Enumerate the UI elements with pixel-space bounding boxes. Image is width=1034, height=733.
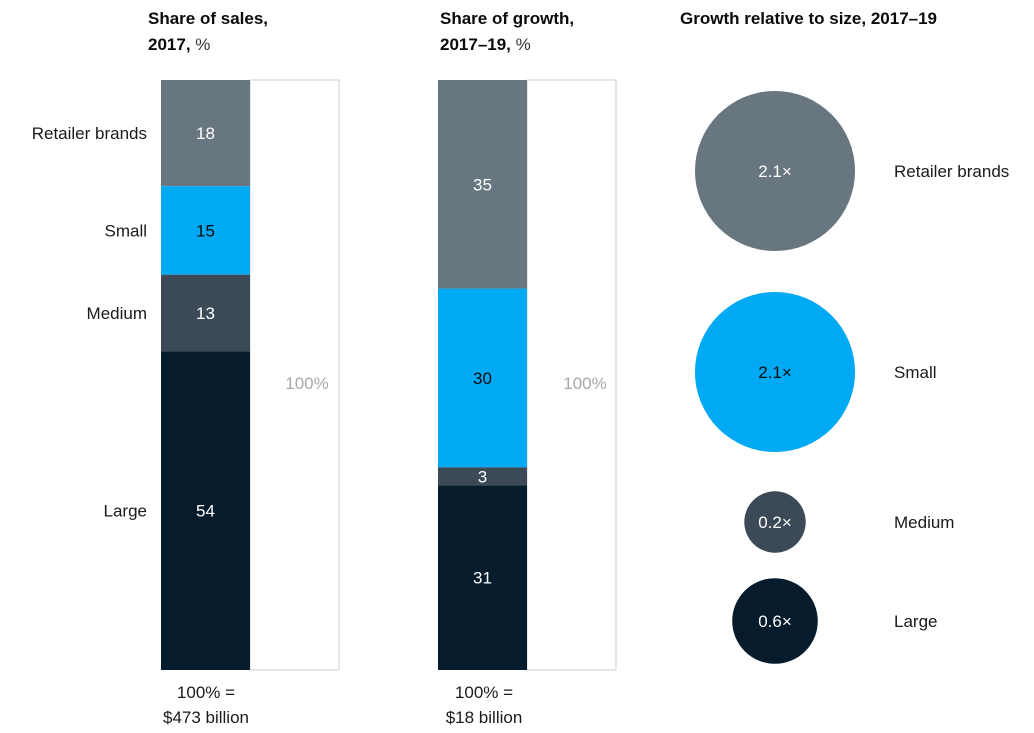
sales-total-label: 100%	[285, 374, 328, 393]
bubble-medium	[744, 491, 806, 553]
sales-title-year: 2017,	[148, 35, 191, 54]
bubble-retailer-brands	[694, 90, 856, 252]
growth-segment-retailer-brands	[438, 80, 527, 289]
bubble-small	[694, 291, 856, 453]
sales-value-small: 15	[196, 221, 215, 240]
sales-segment-retailer-brands	[161, 80, 250, 187]
growth-footnote-line1: 100% =	[455, 683, 513, 702]
sales-stacked-bar: 18 15 13 54	[161, 80, 250, 670]
bubble-label-medium: Medium	[894, 513, 954, 532]
bubble-large	[732, 578, 818, 664]
category-label-large: Large	[104, 502, 147, 521]
growth-stacked-bar: 35 30 3 31	[438, 80, 527, 670]
growth-segment-small	[438, 288, 527, 468]
growth-segment-medium	[438, 467, 527, 486]
sales-value-retailer-brands: 18	[196, 124, 215, 143]
sales-title-line1: Share of sales,	[148, 9, 268, 28]
growth-value-large: 31	[473, 569, 492, 588]
growth-title-unit: %	[516, 35, 531, 54]
sales-footnote-line2: $473 billion	[163, 708, 249, 727]
category-label-retailer-brands: Retailer brands	[32, 124, 147, 143]
growth-title-line2: 2017–19, %	[440, 35, 531, 54]
sales-footnote-line1: 100% =	[177, 683, 235, 702]
category-label-small: Small	[104, 221, 147, 240]
bubble-label-retailer-brands: Retailer brands	[894, 162, 1009, 181]
sales-value-medium: 13	[196, 304, 215, 323]
sales-segment-small	[161, 186, 250, 275]
growth-segment-large	[438, 485, 527, 670]
sales-title-unit: %	[195, 35, 210, 54]
growth-footnote-line2: $18 billion	[446, 708, 523, 727]
growth-title-line1: Share of growth,	[440, 9, 574, 28]
bubble-value-small: 2.1×	[758, 363, 792, 382]
sales-segment-large	[161, 351, 250, 670]
growth-bubbles: 2.1× Retailer brands 2.1× Small 0.2× Medium 0.…	[694, 90, 1009, 664]
sales-segment-medium	[161, 274, 250, 352]
bubble-value-large: 0.6×	[758, 612, 792, 631]
growth-value-retailer-brands: 35	[473, 175, 492, 194]
bubble-label-small: Small	[894, 363, 937, 382]
bubble-value-retailer-brands: 2.1×	[758, 162, 792, 181]
growth-value-small: 30	[473, 369, 492, 388]
sales-value-large: 54	[196, 502, 215, 521]
category-labels: Retailer brands Small Medium Large	[32, 124, 147, 521]
bubble-title: Growth relative to size, 2017–19	[680, 9, 937, 28]
bubble-value-medium: 0.2×	[758, 513, 792, 532]
bubble-label-large: Large	[894, 612, 937, 631]
growth-title-year: 2017–19,	[440, 35, 511, 54]
growth-value-medium: 3	[478, 467, 487, 486]
category-label-medium: Medium	[87, 304, 147, 323]
growth-total-label: 100%	[563, 374, 606, 393]
sales-title-line2: 2017, %	[148, 35, 210, 54]
